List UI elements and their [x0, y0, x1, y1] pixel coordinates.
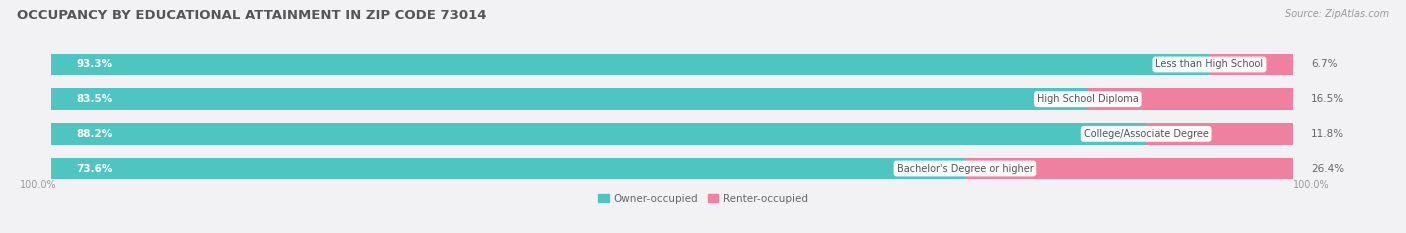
- Text: 93.3%: 93.3%: [76, 59, 112, 69]
- Text: 100.0%: 100.0%: [1294, 180, 1330, 190]
- Bar: [51, 123, 1146, 145]
- Text: 6.7%: 6.7%: [1312, 59, 1337, 69]
- Bar: [51, 88, 1292, 110]
- Bar: [51, 54, 1292, 75]
- Text: 88.2%: 88.2%: [76, 129, 112, 139]
- Text: College/Associate Degree: College/Associate Degree: [1084, 129, 1209, 139]
- Text: 83.5%: 83.5%: [76, 94, 112, 104]
- Text: 11.8%: 11.8%: [1312, 129, 1344, 139]
- Text: Source: ZipAtlas.com: Source: ZipAtlas.com: [1285, 9, 1389, 19]
- Text: High School Diploma: High School Diploma: [1038, 94, 1139, 104]
- Bar: [51, 88, 1088, 110]
- Bar: [1146, 123, 1292, 145]
- Text: 73.6%: 73.6%: [76, 164, 112, 174]
- Bar: [51, 158, 965, 179]
- Bar: [51, 158, 1292, 179]
- Bar: [965, 158, 1292, 179]
- Bar: [51, 54, 1209, 75]
- Text: Bachelor's Degree or higher: Bachelor's Degree or higher: [897, 164, 1033, 174]
- Legend: Owner-occupied, Renter-occupied: Owner-occupied, Renter-occupied: [599, 194, 807, 204]
- Bar: [1209, 54, 1292, 75]
- Bar: [51, 123, 1292, 145]
- Text: 26.4%: 26.4%: [1312, 164, 1344, 174]
- Text: Less than High School: Less than High School: [1156, 59, 1264, 69]
- Bar: [1088, 88, 1292, 110]
- Text: OCCUPANCY BY EDUCATIONAL ATTAINMENT IN ZIP CODE 73014: OCCUPANCY BY EDUCATIONAL ATTAINMENT IN Z…: [17, 9, 486, 22]
- Text: 16.5%: 16.5%: [1312, 94, 1344, 104]
- Text: 100.0%: 100.0%: [20, 180, 56, 190]
